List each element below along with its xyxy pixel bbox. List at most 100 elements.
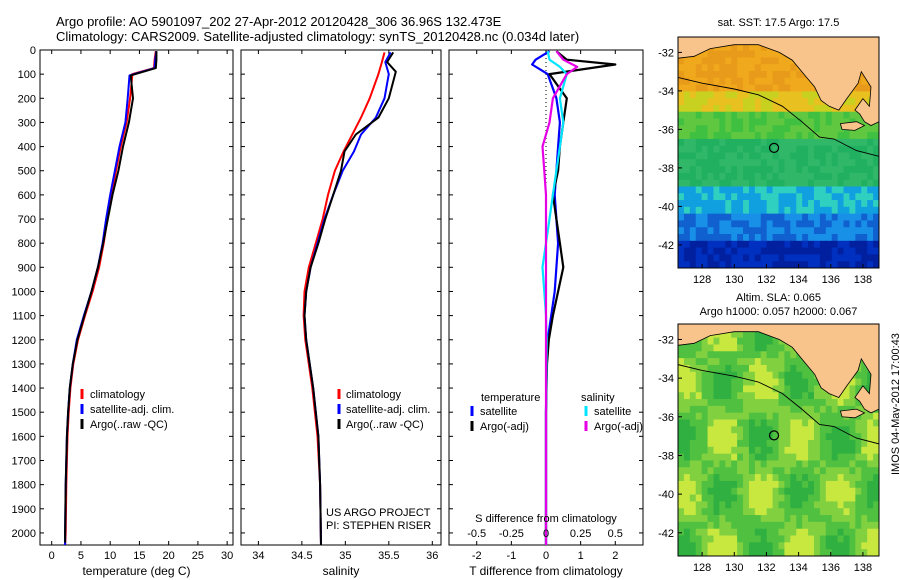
map-sla-cell <box>683 501 691 509</box>
map-sst-cell <box>861 234 868 242</box>
map-sst-cell <box>825 254 833 262</box>
map-sla-cell <box>808 521 815 530</box>
map-sst-cell <box>678 179 685 188</box>
map-sst-cell <box>772 152 780 160</box>
map-sla-cell <box>683 351 691 359</box>
map-sla-cell <box>843 399 851 407</box>
map-sst-cell <box>737 240 744 249</box>
map-sla-cell <box>772 385 780 393</box>
map-sla-cell <box>743 474 750 482</box>
map-sla-cell <box>725 535 732 543</box>
ytick-label: 1100 <box>12 311 36 323</box>
map-sla-cell <box>790 358 797 366</box>
map-sst-cell <box>683 206 691 215</box>
map-sla-cell <box>778 351 786 359</box>
map-sst-cell <box>748 43 756 52</box>
map-sla-cell <box>861 542 868 550</box>
map-sst-cell <box>760 43 768 52</box>
map-sst-cell <box>861 254 868 262</box>
map-sla-cell <box>831 426 839 434</box>
map-sla-cell <box>855 453 862 462</box>
map-sla-cell <box>754 480 762 489</box>
map-sla-cell <box>695 412 703 421</box>
map-sla-cell <box>802 440 809 448</box>
map-sst-cell <box>813 104 821 113</box>
map-sla-cell <box>707 515 715 523</box>
map-sla-cell <box>743 494 750 503</box>
map-sst-cell <box>707 104 715 113</box>
map-sst-cell <box>731 132 738 140</box>
map-sla-cell <box>819 501 827 509</box>
map-sst-cell <box>784 125 791 133</box>
map-sst-cell <box>731 125 738 133</box>
map-sla-cell <box>719 337 726 346</box>
map-sst-cell <box>790 166 797 174</box>
map-sla-cell <box>707 467 715 475</box>
map-sst-cell <box>678 64 685 72</box>
map-sst-cell <box>748 234 756 242</box>
map-sst-cell <box>713 227 720 235</box>
map-sst-cell <box>719 152 726 160</box>
map-sla-cell <box>772 412 780 421</box>
map-sla-cell <box>772 542 780 550</box>
map-sst-cell <box>772 220 780 228</box>
map-sst-cell <box>731 111 738 120</box>
map-sla-cell <box>678 440 685 448</box>
map-sla-cell <box>819 433 827 441</box>
map-sst-cell <box>748 247 756 256</box>
map-sst-cell <box>843 200 851 208</box>
map-sla-cell <box>683 412 691 421</box>
map-sla-cell <box>766 419 774 427</box>
map-sst-cell <box>713 240 720 249</box>
map-sla-cell <box>766 371 774 380</box>
map-sst-cell <box>689 91 697 99</box>
map-sla-cell <box>802 542 809 550</box>
map-sla-cell <box>731 358 738 366</box>
map-sst-cell <box>707 91 715 99</box>
map-sla-cell <box>831 440 839 448</box>
map-sla-cell <box>707 446 715 455</box>
map-sst-cell <box>808 234 815 242</box>
map-sst-cell <box>796 240 803 249</box>
map-sst-cell <box>701 213 709 222</box>
map-sla-cell <box>873 412 879 421</box>
map-sla-cell <box>790 501 797 509</box>
map-sla-cell <box>701 399 709 407</box>
map-sla-cell <box>772 440 780 448</box>
map-sst-cell <box>837 213 845 222</box>
map-sla-cell <box>766 474 774 482</box>
map-sla-cell <box>784 426 791 434</box>
map-sst-cell <box>737 227 744 235</box>
map-sst-cell <box>707 70 715 79</box>
map-sst-cell <box>707 57 715 65</box>
map-sst-cell <box>737 213 744 222</box>
map-sst-cell <box>867 132 874 140</box>
map-sst-cell <box>772 247 780 256</box>
map-sla-cell <box>813 399 821 407</box>
map-sst-cell <box>808 111 815 120</box>
map-sst-cell <box>772 145 780 154</box>
map-sst-cell <box>796 77 803 86</box>
map-sla-cell <box>790 419 797 427</box>
map-sla-cell <box>689 392 697 400</box>
map-sst-cell <box>837 261 845 268</box>
map-sst-cell <box>855 254 862 262</box>
map-sla-cell <box>802 521 809 530</box>
map-sla-cell <box>719 371 726 380</box>
map-sla-cell <box>849 419 856 427</box>
map-sst-cell <box>725 70 732 79</box>
map-sst-cell <box>678 111 685 120</box>
map-sst-cell <box>772 91 780 99</box>
map-sla-cell <box>819 542 827 550</box>
map-sst-cell <box>867 261 874 268</box>
map-sla-cell <box>701 501 709 509</box>
ytick-label: 500 <box>18 166 36 178</box>
map-sla-cell <box>748 535 756 543</box>
map-sst-cell <box>784 179 791 188</box>
map-sla-cell <box>808 549 815 556</box>
map-sst-cell <box>766 125 774 133</box>
map-sst-cell <box>713 206 720 215</box>
map-sst-cell <box>808 98 815 106</box>
map-sst-cell <box>766 166 774 174</box>
map-sla-cell <box>802 412 809 421</box>
